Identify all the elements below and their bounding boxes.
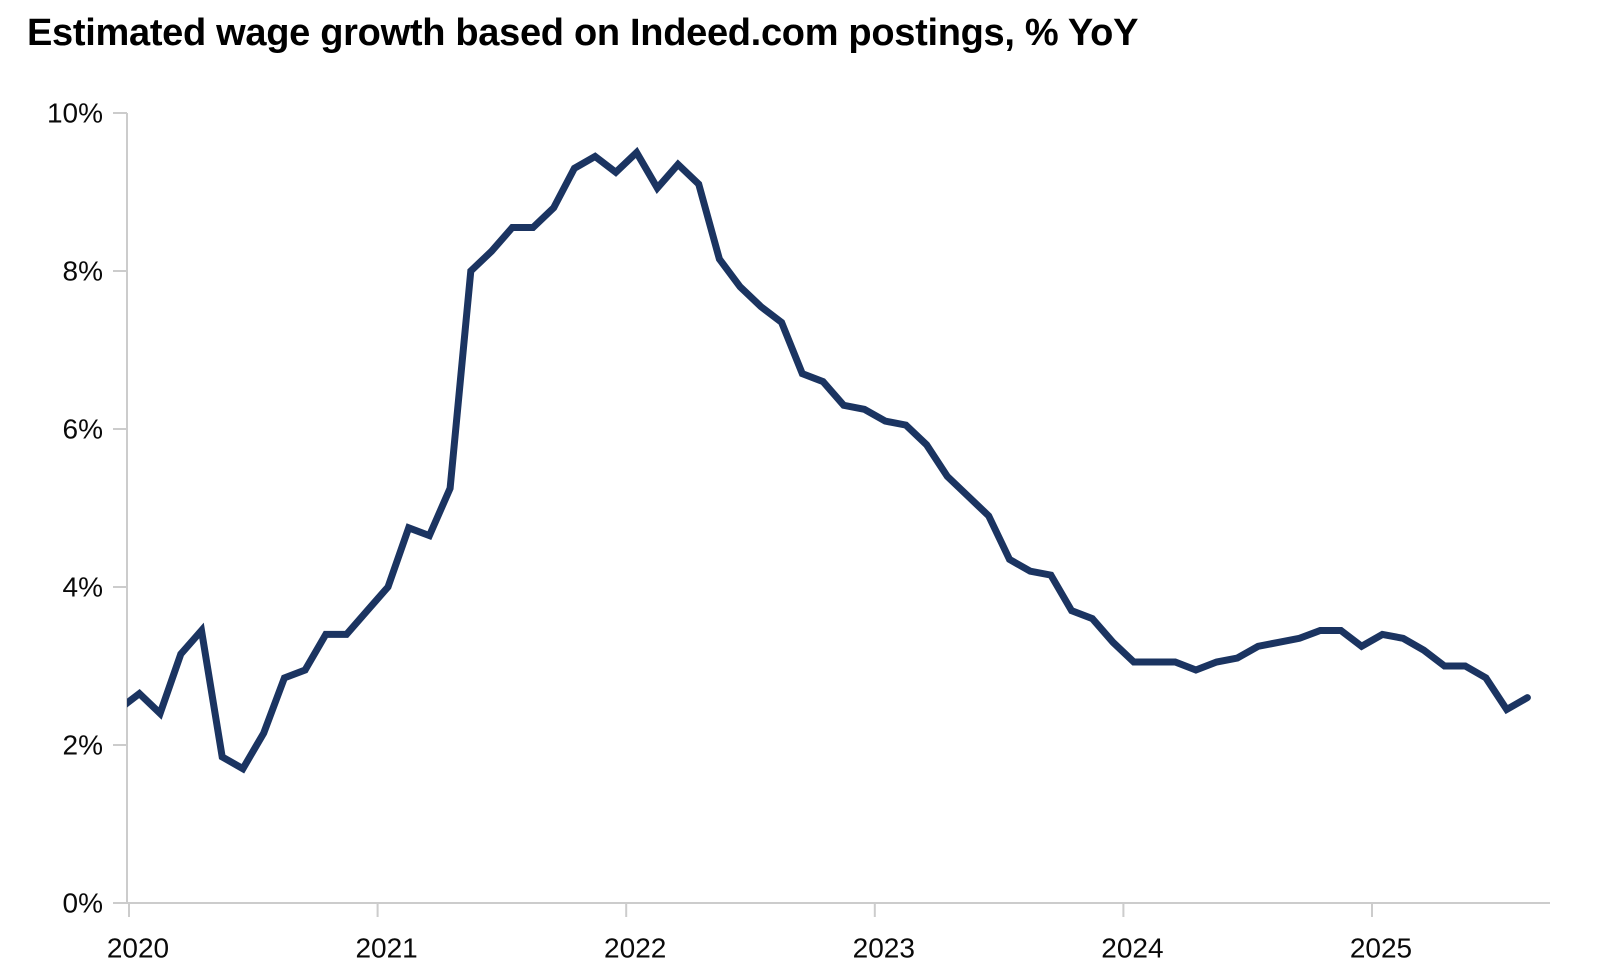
x-axis-tick-label: 2024: [1101, 933, 1163, 964]
x-axis-tick-label: 2020: [107, 933, 169, 964]
y-axis-tick-label: 4%: [63, 572, 103, 603]
y-axis-tick-label: 10%: [47, 98, 103, 129]
wage-growth-line: [127, 146, 1531, 774]
x-axis-tick-label: 2025: [1350, 933, 1412, 964]
y-axis-tick-label: 2%: [63, 730, 103, 761]
x-axis-tick-label: 2021: [355, 933, 417, 964]
chart-title: Estimated wage growth based on Indeed.co…: [27, 12, 1139, 54]
y-axis-tick-label: 6%: [63, 414, 103, 445]
x-axis-tick-label: 2022: [604, 933, 666, 964]
y-axis-tick-label: 8%: [63, 256, 103, 287]
y-axis-tick-label: 0%: [63, 888, 103, 919]
x-axis-tick-label: 2023: [853, 933, 915, 964]
